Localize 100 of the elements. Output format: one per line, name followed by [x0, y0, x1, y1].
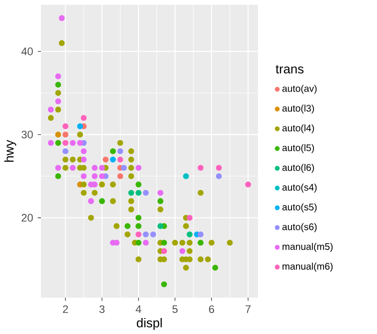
point: [55, 82, 62, 88]
point: [198, 240, 204, 246]
point: [55, 106, 62, 112]
point: [99, 164, 105, 171]
point: [80, 190, 87, 196]
point: [186, 231, 193, 238]
point: [55, 140, 62, 146]
point: [55, 173, 62, 180]
point: [55, 98, 62, 104]
point: [186, 240, 193, 246]
point: [110, 148, 116, 154]
point: [77, 123, 84, 130]
point: [128, 156, 134, 162]
point: [62, 132, 68, 138]
point: [150, 231, 156, 238]
point: [198, 256, 204, 262]
legend-label: auto(l6): [282, 164, 314, 173]
y-tick-label: 20: [22, 214, 33, 222]
legend-label: manual(m5): [282, 242, 333, 252]
legend-label: auto(s4): [282, 184, 317, 192]
point: [142, 231, 149, 238]
point: [142, 240, 149, 246]
point: [179, 248, 186, 254]
point: [204, 256, 211, 262]
point: [172, 240, 178, 246]
point: [198, 190, 204, 196]
point: [58, 15, 65, 21]
point: [77, 140, 84, 146]
point: [216, 173, 222, 180]
point: [92, 190, 98, 196]
point: [198, 164, 204, 171]
point: [55, 132, 62, 138]
point: [62, 148, 68, 154]
point: [161, 240, 168, 246]
point: [102, 156, 109, 162]
legend-label: auto(s5): [282, 203, 317, 212]
point: [80, 173, 87, 180]
point: [110, 198, 116, 204]
legend-label: auto(s6): [282, 223, 317, 232]
x-tick-label: 6: [209, 305, 214, 313]
point: [157, 206, 164, 212]
legend-label: manual(m6): [282, 262, 333, 272]
point: [136, 256, 142, 262]
point: [117, 140, 124, 146]
point: [136, 181, 142, 188]
y-tick-label: 30: [22, 130, 33, 138]
point: [62, 164, 68, 171]
legend-label: auto(l3): [282, 104, 314, 114]
point: [183, 173, 189, 180]
y-tick-label: 40: [21, 47, 33, 56]
legend-label: auto(l4): [282, 124, 314, 134]
point: [183, 264, 189, 271]
point: [62, 140, 68, 146]
point: [128, 206, 134, 212]
point: [136, 214, 142, 221]
legend-label: auto(av): [282, 84, 317, 94]
point: [110, 156, 116, 162]
point: [208, 240, 214, 246]
point: [77, 132, 84, 138]
point: [117, 148, 124, 154]
x-tick-label: 7: [246, 305, 251, 313]
x-axis-title: displ: [136, 318, 162, 330]
point: [80, 114, 87, 121]
point: [157, 190, 164, 196]
legend-title: trans: [276, 64, 304, 74]
point: [80, 181, 87, 188]
point: [92, 164, 98, 171]
x-tick-label: 3: [99, 305, 105, 313]
point: [216, 164, 222, 171]
point: [117, 156, 124, 162]
point: [186, 214, 193, 221]
point: [48, 140, 54, 146]
point: [88, 198, 94, 204]
point: [48, 114, 54, 121]
point: [136, 190, 142, 196]
point: [198, 231, 204, 238]
point: [48, 106, 54, 112]
point: [120, 164, 127, 171]
point: [128, 198, 134, 204]
point: [80, 156, 87, 162]
point: [55, 90, 62, 96]
point: [128, 173, 134, 180]
point: [157, 223, 164, 229]
point: [124, 223, 130, 229]
point: [161, 248, 168, 254]
point: [183, 223, 189, 229]
point: [124, 231, 130, 238]
point: [80, 148, 87, 154]
point: [142, 190, 149, 196]
point: [161, 281, 168, 288]
point: [128, 164, 134, 171]
point: [114, 223, 120, 229]
point: [70, 164, 76, 171]
point: [136, 231, 142, 238]
y-axis-title: hwy: [4, 140, 16, 162]
point: [186, 248, 193, 254]
point: [245, 181, 252, 188]
point: [55, 164, 62, 171]
point: [62, 156, 68, 162]
point: [88, 214, 94, 221]
